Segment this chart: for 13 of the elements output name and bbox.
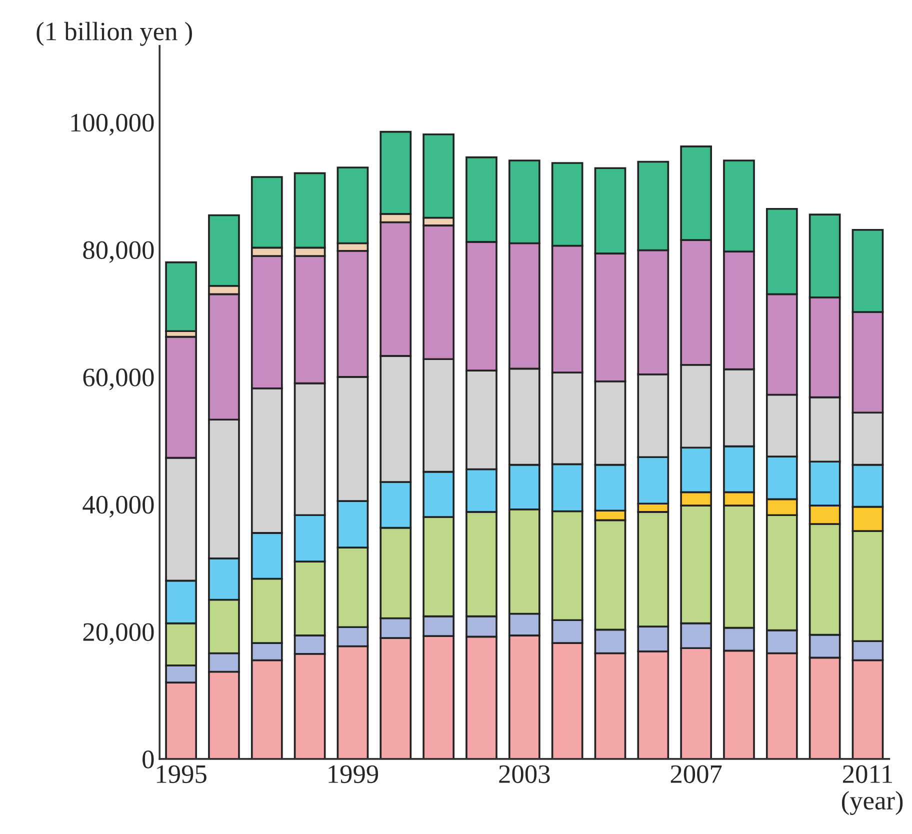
x-tick-label: 2011	[843, 765, 892, 784]
y-tick-label: 80,000	[83, 241, 154, 263]
x-tick-label: 2007	[670, 765, 722, 784]
y-axis-title: (1 billion yen )	[36, 22, 192, 46]
y-tick-label: 100,000	[71, 114, 154, 136]
x-tick-label: 1999	[328, 765, 378, 784]
x-tick-label: 1995	[156, 765, 206, 784]
y-tick-label: 40,000	[82, 496, 154, 518]
y-tick-label: 0	[142, 750, 154, 768]
x-tick-label: 2003	[499, 765, 550, 784]
y-tick-label: 60,000	[83, 368, 154, 390]
y-tick-label: 20,000	[83, 623, 154, 645]
x-axis-title: (year)	[842, 791, 903, 816]
